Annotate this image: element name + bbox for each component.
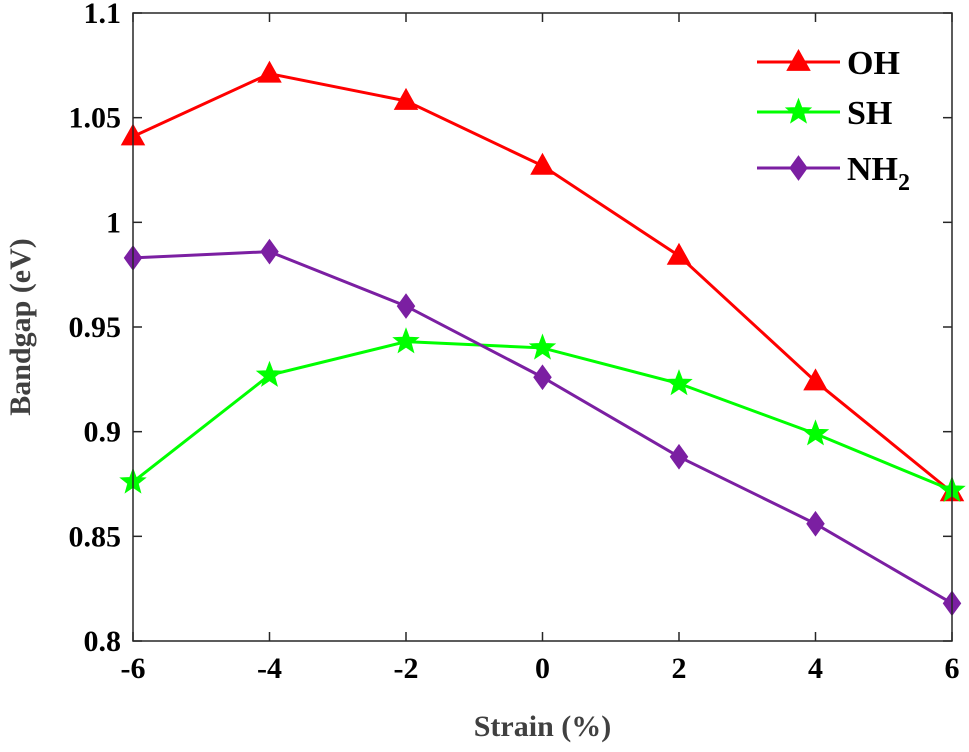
legend-entry: OH: [757, 45, 900, 82]
data-point: [393, 87, 419, 110]
y-tick-label: 1.05: [69, 102, 122, 135]
x-tick-label: -2: [394, 652, 419, 685]
series-line: [132, 250, 953, 605]
legend-marker: [786, 48, 811, 71]
data-point: [528, 333, 557, 360]
data-point: [666, 242, 692, 265]
x-tick-label: -4: [257, 652, 282, 685]
y-tick-label: 1: [106, 206, 121, 239]
x-tick-label: -6: [121, 652, 146, 685]
series-line: [132, 72, 953, 494]
data-point: [396, 293, 416, 319]
y-tick-label: 0.8: [84, 625, 122, 658]
y-axis-label: Bandgap (eV): [4, 238, 37, 416]
y-tick-label: 0.85: [69, 520, 122, 553]
y-tick-label: 0.95: [69, 311, 122, 344]
x-tick-label: 2: [672, 652, 687, 685]
x-axis-label: Strain (%): [474, 710, 612, 743]
legend-marker: [789, 155, 808, 181]
y-tick-label: 1.1: [84, 0, 122, 30]
data-point: [806, 510, 825, 537]
legend-entry: SH: [757, 95, 892, 132]
series-1: [119, 327, 966, 502]
data-point: [255, 360, 284, 387]
data-point: [530, 152, 555, 175]
legend-marker: [784, 97, 813, 124]
axes: -6 -4 -2 0 2 4 6 0.8 0.85 0.9 0.95 1 1.05 1.1: [69, 0, 960, 685]
data-point: [257, 60, 282, 83]
legend-entry: NH2: [757, 151, 910, 196]
series-2: [123, 238, 962, 617]
data-point: [260, 238, 279, 265]
x-tick-label: 0: [535, 652, 550, 685]
data-point: [392, 327, 420, 354]
x-tick-label: 4: [808, 652, 823, 685]
data-point: [801, 419, 830, 446]
series-0: [120, 60, 965, 502]
series-line: [132, 340, 953, 492]
legend: OH SH NH2: [757, 45, 910, 196]
legend-label: OH: [847, 45, 900, 82]
plot-area: [119, 60, 966, 617]
data-point: [665, 369, 693, 396]
x-tick-label: 6: [945, 652, 960, 685]
legend-label: NH2: [847, 151, 910, 196]
data-point: [669, 443, 689, 470]
legend-label: SH: [847, 95, 892, 132]
y-tick-label: 0.9: [84, 416, 122, 449]
axes-box: [132, 12, 953, 642]
data-point: [533, 364, 552, 391]
data-point: [803, 368, 828, 391]
